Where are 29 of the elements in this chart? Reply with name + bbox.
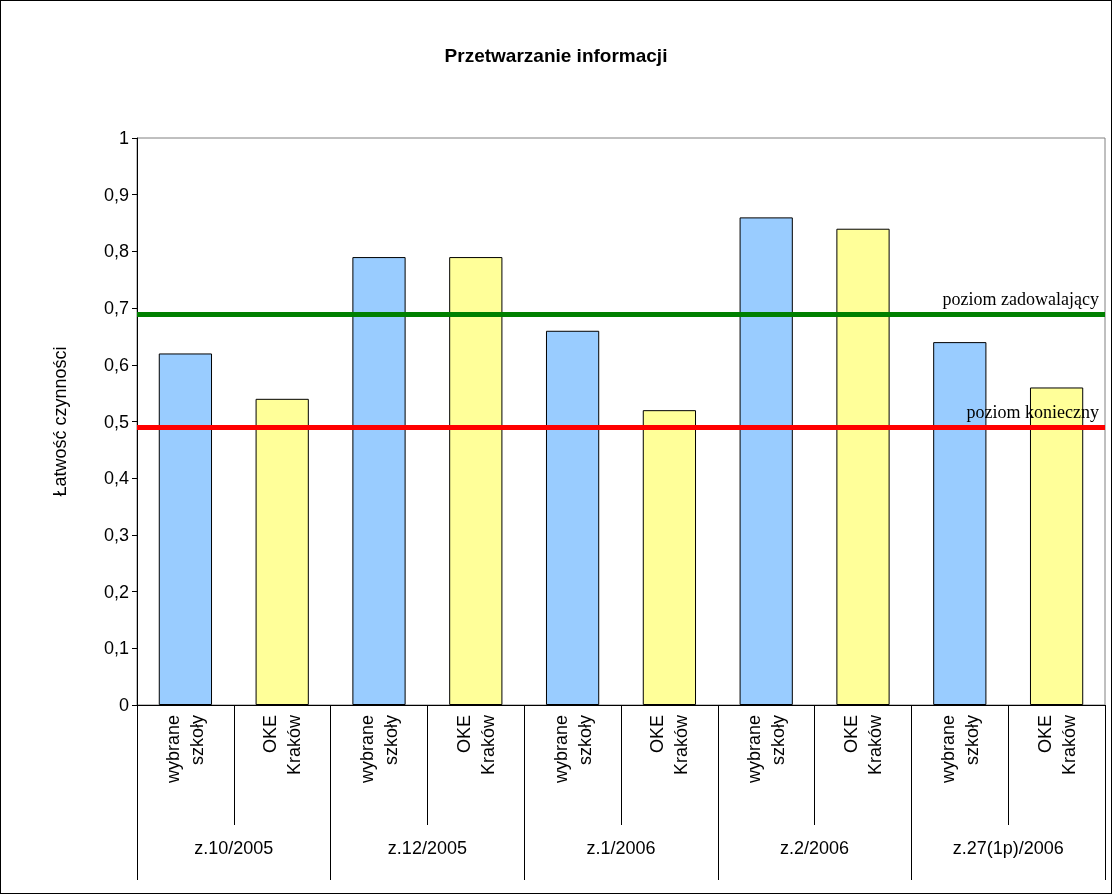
y-tick-label: 0,6 [103, 354, 129, 375]
text: z.2/2006 [780, 838, 850, 858]
y-tick-label: 0,9 [103, 184, 129, 205]
x-tick-label: OKE Kraków [647, 714, 692, 776]
x-tick-label: wybrane szkoły [550, 715, 595, 785]
y-tick-label: 0,1 [103, 638, 129, 659]
chart-title: Przetwarzanie informacji [444, 45, 668, 66]
x-tick-label: wybrane szkoły [163, 715, 208, 785]
y-tick-label: 0,3 [103, 524, 129, 545]
y-tick-label: 0,7 [103, 298, 129, 319]
x-tick-label: OKE Kraków [841, 714, 885, 776]
text: z.12/2005 [387, 838, 467, 858]
x-tick-label: wybrane szkoły [937, 715, 982, 785]
x-tick-label: OKE Kraków [1034, 714, 1079, 776]
x-tick-label: wybrane szkoły [357, 715, 401, 785]
y-tick-label: 0,5 [103, 411, 129, 432]
y-tick-label: 0,4 [103, 468, 129, 489]
y-tick-label: 0 [118, 695, 129, 715]
y-tick-label: 0,2 [103, 581, 129, 602]
text: z.1/2006 [586, 838, 656, 858]
ref-line-label: poziom zadowalający [942, 288, 1099, 309]
y-axis-title: Łatwość czynności [50, 346, 70, 497]
x-tick-label: OKE Kraków [260, 714, 305, 776]
y-tick-label: 0,8 [103, 241, 129, 262]
x-tick-label: wybrane szkoły [744, 715, 789, 785]
x-tick-label: OKE Kraków [453, 714, 498, 776]
y-tick-label: 1 [118, 128, 129, 148]
text: z.10/2005 [194, 838, 274, 858]
text: z.27(1p)/2006 [952, 838, 1064, 858]
